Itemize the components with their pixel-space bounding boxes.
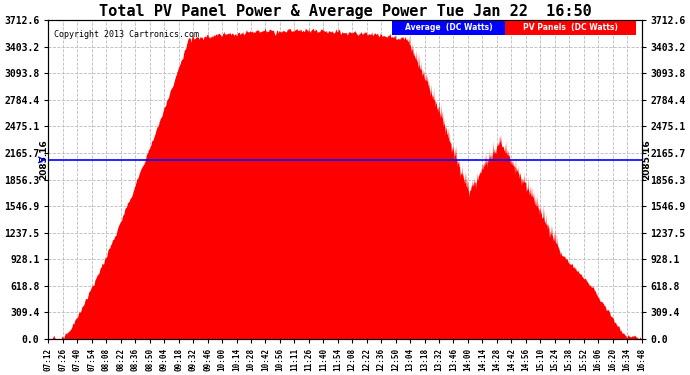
Text: 2085.16: 2085.16: [39, 140, 48, 180]
FancyBboxPatch shape: [393, 21, 505, 34]
Text: Copyright 2013 Cartronics.com: Copyright 2013 Cartronics.com: [55, 30, 199, 39]
Text: Average  (DC Watts): Average (DC Watts): [405, 24, 493, 33]
Text: 2085.16: 2085.16: [642, 140, 651, 180]
Text: PV Panels  (DC Watts): PV Panels (DC Watts): [523, 24, 618, 33]
FancyBboxPatch shape: [505, 21, 635, 34]
Title: Total PV Panel Power & Average Power Tue Jan 22  16:50: Total PV Panel Power & Average Power Tue…: [99, 4, 591, 19]
